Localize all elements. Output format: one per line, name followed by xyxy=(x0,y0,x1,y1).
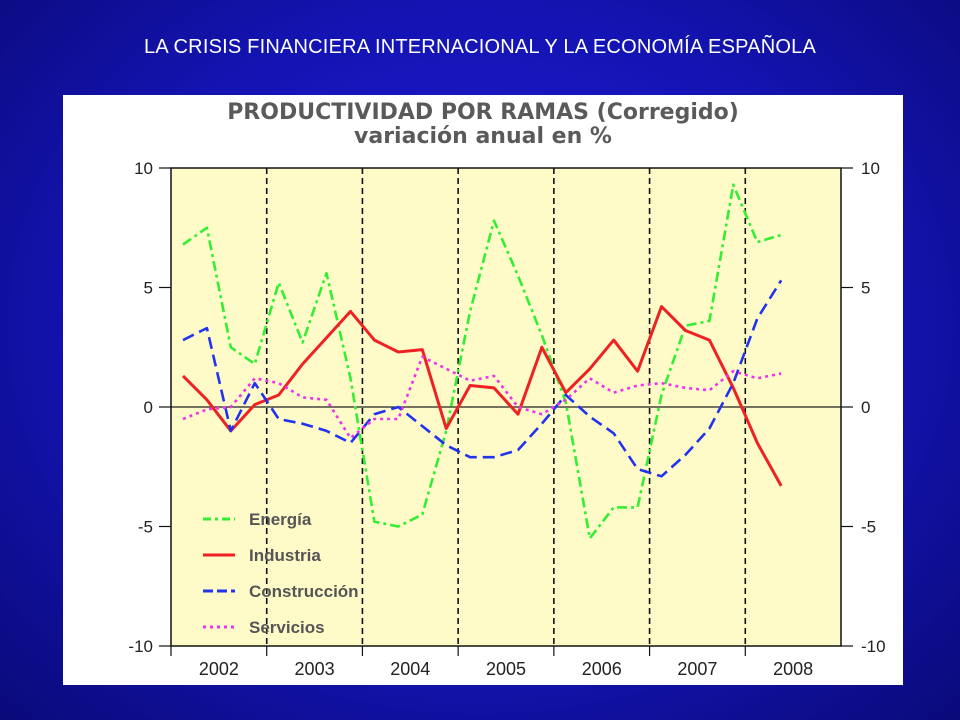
y-tick-label: 5 xyxy=(144,279,153,298)
x-tick-label: 2006 xyxy=(582,659,622,679)
y2-tick-label: 10 xyxy=(861,159,880,178)
slide-title: LA CRISIS FINANCIERA INTERNACIONAL Y LA … xyxy=(144,36,816,58)
series-layer xyxy=(181,183,783,540)
y2-tick-label: -5 xyxy=(861,518,876,537)
y2-tick-label: 5 xyxy=(861,279,870,298)
left-axis: 10 5 0 -5 -10 xyxy=(128,159,171,656)
legend-label: Servicios xyxy=(249,618,325,637)
x-tick-label: 2003 xyxy=(295,659,335,679)
chart-panel: PRODUCTIVIDAD POR RAMAS (Corregido) vari… xyxy=(63,95,903,685)
y-tick-label: 10 xyxy=(134,159,153,178)
series-line-energia xyxy=(182,183,782,540)
y-tick-label: -5 xyxy=(138,518,153,537)
series-line-industria xyxy=(181,305,783,487)
line-chart: 10 5 0 -5 -10 10 5 0 -5 -10 2002 2003 2004 2005 2006… xyxy=(128,159,886,679)
y2-tick-label: 0 xyxy=(861,398,870,417)
y-tick-label: -10 xyxy=(128,637,153,656)
x-tick-label: 2002 xyxy=(199,659,239,679)
x-tick-label: 2004 xyxy=(390,659,430,679)
legend-label: Energía xyxy=(249,510,312,529)
x-axis: 2002 2003 2004 2005 2006 2007 2008 xyxy=(170,646,813,679)
legend-label: Construcción xyxy=(249,582,359,601)
chart-subtitle: variación anual en % xyxy=(354,124,612,149)
legend: Energía Industria Construcción Servicios xyxy=(203,510,359,637)
y2-tick-label: -10 xyxy=(861,637,886,656)
legend-label: Industria xyxy=(249,546,321,565)
right-axis: 10 5 0 -5 -10 xyxy=(841,159,886,656)
chart-title: PRODUCTIVIDAD POR RAMAS (Corregido) xyxy=(227,100,739,125)
x-tick-label: 2007 xyxy=(677,659,717,679)
y-tick-label: 0 xyxy=(144,398,153,417)
x-tick-label: 2008 xyxy=(773,659,813,679)
x-tick-label: 2005 xyxy=(486,659,526,679)
